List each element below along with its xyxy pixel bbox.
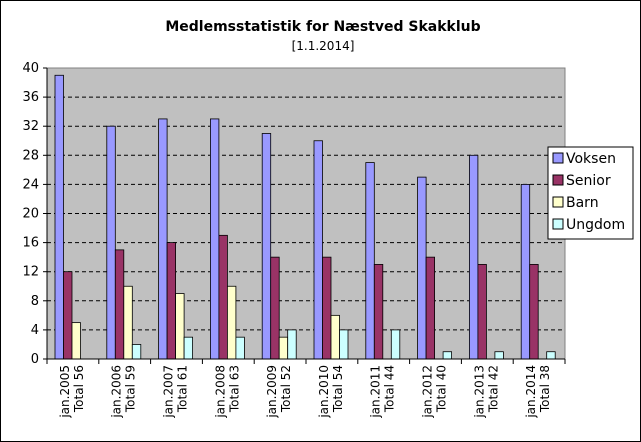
legend: Voksen Senior Barn Ungdom <box>547 146 634 240</box>
x-tick-label: Total 44 <box>383 365 397 413</box>
bar-voksen <box>54 74 64 360</box>
x-tick-label: Total 59 <box>124 365 138 413</box>
x-tick-label: Total 61 <box>176 365 190 413</box>
chart-subtitle: [1.1.2014] <box>292 39 355 53</box>
y-tick-label: 4 <box>31 323 39 338</box>
x-tick-label: Total 56 <box>72 365 86 413</box>
x-tick-label: Total 40 <box>435 365 449 413</box>
legend-label-senior: Senior <box>566 173 611 189</box>
bar-senior <box>63 271 73 360</box>
bar-ungdom <box>183 336 194 360</box>
bar-senior <box>373 264 384 360</box>
legend-swatch-barn <box>552 196 564 208</box>
chart-title: Medlemsstatistik for Næstved Skakklub <box>165 19 480 35</box>
x-tick-label: Total 52 <box>279 365 293 413</box>
x-axis: jan.2005 Total 56 jan.2006 Total 59 jan.2007… <box>46 358 566 419</box>
y-tick-label: 0 <box>31 352 39 367</box>
bar-voksen <box>261 133 272 360</box>
bar-voksen <box>106 125 116 360</box>
bar-senior <box>425 256 436 360</box>
x-tick-label: jan.2011 <box>369 365 383 419</box>
bar-barn <box>226 285 237 360</box>
bar-ungdom <box>546 351 556 360</box>
x-tick-label: jan.2010 <box>317 365 331 419</box>
legend-label-barn: Barn <box>566 195 599 211</box>
legend-swatch-ungdom <box>552 218 564 230</box>
bar-voksen <box>468 154 479 360</box>
y-tick-label: 28 <box>22 148 39 163</box>
bar-barn <box>278 336 289 360</box>
legend-label-voksen: Voksen <box>566 151 616 167</box>
bar-voksen <box>365 162 375 360</box>
bars <box>54 74 556 360</box>
bar-ungdom <box>287 329 297 360</box>
x-tick-label: Total 54 <box>331 365 345 413</box>
bar-barn <box>71 322 81 360</box>
bar-ungdom <box>442 351 453 360</box>
bar-barn <box>123 285 133 360</box>
y-tick-label: 12 <box>22 265 39 280</box>
y-tick-label: 16 <box>22 236 39 251</box>
x-tick-label: jan.2014 <box>524 365 538 419</box>
bar-ungdom <box>131 344 142 360</box>
bar-ungdom <box>390 329 401 360</box>
legend-label-ungdom: Ungdom <box>566 217 625 233</box>
x-tick-label: jan.2007 <box>162 365 176 419</box>
legend-swatch-voksen <box>552 152 564 164</box>
bar-senior <box>114 249 125 360</box>
y-tick-label: 36 <box>22 90 39 105</box>
bar-voksen <box>520 183 531 360</box>
x-tick-label: jan.2006 <box>110 365 124 419</box>
x-tick-label: jan.2009 <box>265 365 279 419</box>
bar-voksen <box>209 118 220 360</box>
x-tick-label: jan.2012 <box>421 365 435 419</box>
bar-senior <box>270 256 280 360</box>
y-tick-label: 40 <box>22 61 39 76</box>
x-tick-label: Total 38 <box>538 365 552 413</box>
bar-senior <box>218 234 228 360</box>
bar-barn <box>330 314 340 360</box>
legend-swatch-senior <box>552 174 564 186</box>
bar-senior <box>529 264 539 360</box>
x-tick-label: jan.2013 <box>472 365 486 419</box>
bar-senior <box>166 242 177 360</box>
bar-barn <box>175 293 185 360</box>
bar-voksen <box>158 118 168 360</box>
x-tick-label: Total 63 <box>227 365 241 413</box>
bar-voksen <box>313 140 323 360</box>
bar-ungdom <box>494 351 504 360</box>
y-axis: 0 4 8 12 16 20 24 28 32 36 40 <box>22 61 48 367</box>
bar-senior <box>477 264 487 360</box>
grid-lines <box>47 96 565 331</box>
y-tick-label: 8 <box>31 294 39 309</box>
x-tick-label: Total 42 <box>486 365 500 413</box>
y-tick-label: 20 <box>22 207 39 222</box>
bar-ungdom <box>235 336 245 360</box>
x-tick-label: jan.2005 <box>58 365 72 419</box>
bar-ungdom <box>339 329 349 360</box>
y-tick-label: 24 <box>22 177 39 192</box>
x-tick-label: jan.2008 <box>213 365 227 419</box>
bar-senior <box>322 256 332 360</box>
y-tick-label: 32 <box>22 119 39 134</box>
bar-voksen <box>417 176 427 360</box>
